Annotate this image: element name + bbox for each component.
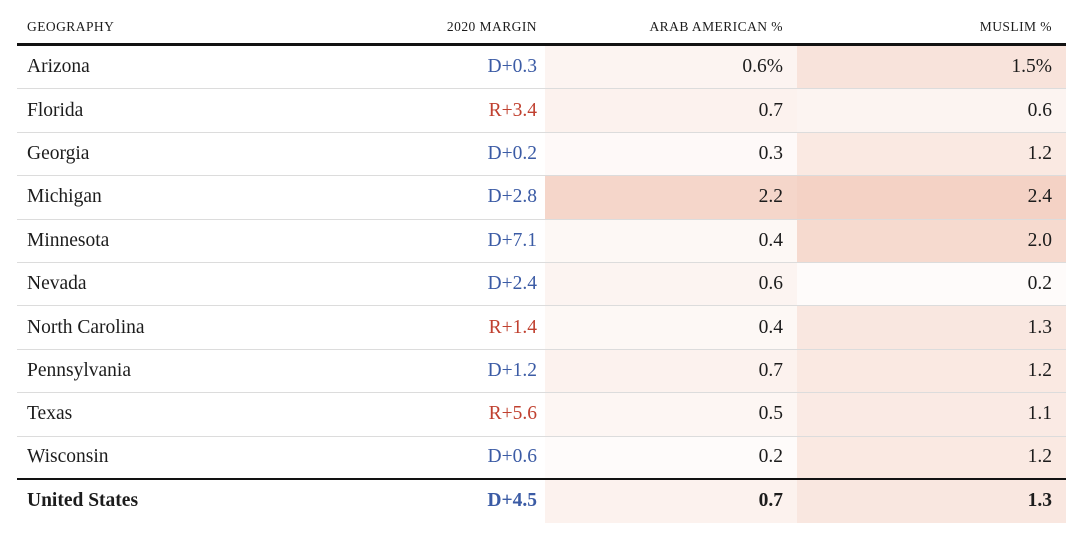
table-row-wisconsin: Wisconsin D+0.6 0.2 1.2 [17, 436, 1066, 480]
muslim-cell: 2.0 [797, 219, 1066, 262]
margin-cell: R+1.4 [488, 316, 537, 338]
table-row-minnesota: Minnesota D+7.1 0.4 2.0 [17, 219, 1066, 263]
geography-cell: Georgia [27, 142, 90, 164]
arab-american-cell: 0.7 [545, 89, 797, 132]
geography-cell: Michigan [27, 186, 102, 208]
margin-cell: R+5.6 [488, 403, 537, 425]
table-row-arizona: Arizona D+0.3 0.6% 1.5% [17, 46, 1066, 90]
muslim-cell: 1.5% [797, 46, 1066, 89]
arab-american-cell: 0.4 [545, 306, 797, 349]
table-row-michigan: Michigan D+2.8 2.2 2.4 [17, 176, 1066, 220]
arab-american-cell: 0.6 [545, 262, 797, 306]
column-header-geography: GEOGRAPHY [27, 19, 115, 34]
column-header-muslim: MUSLIM % [979, 19, 1052, 34]
geography-cell: Pennsylvania [27, 359, 131, 381]
geography-cell: United States [27, 490, 139, 512]
muslim-cell: 1.3 [797, 479, 1066, 523]
margin-cell: D+0.3 [487, 56, 537, 78]
arab-american-cell: 0.3 [545, 132, 797, 176]
muslim-cell: 1.2 [797, 436, 1066, 478]
margin-cell: D+0.2 [487, 142, 537, 164]
geography-cell: Arizona [27, 56, 90, 78]
arab-american-cell: 0.2 [545, 436, 797, 478]
table-row-united-states: United States D+4.5 0.7 1.3 [17, 479, 1066, 523]
muslim-cell: 1.3 [797, 306, 1066, 349]
geography-cell: Texas [27, 403, 73, 425]
table-row-nevada: Nevada D+2.4 0.6 0.2 [17, 262, 1066, 307]
arab-american-cell: 0.4 [545, 219, 797, 262]
margin-cell: D+0.6 [487, 446, 537, 468]
muslim-cell: 1.2 [797, 132, 1066, 176]
table-body: Arizona D+0.3 0.6% 1.5% Florida R+3.4 0.7 0.6 Ge… [17, 46, 1066, 523]
table-row-texas: Texas R+5.6 0.5 1.1 [17, 393, 1066, 437]
arab-american-cell: 2.2 [545, 176, 797, 219]
margin-cell: D+1.2 [487, 359, 537, 381]
margin-cell: R+3.4 [488, 99, 537, 121]
muslim-cell: 2.4 [797, 176, 1066, 219]
demographics-table: GEOGRAPHY 2020 MARGIN ARAB AMERICAN % MU… [17, 0, 1066, 523]
column-header-arab-american: ARAB AMERICAN % [649, 19, 783, 34]
table-row-pennsylvania: Pennsylvania D+1.2 0.7 1.2 [17, 349, 1066, 394]
margin-cell: D+4.5 [487, 490, 537, 512]
muslim-cell: 0.6 [797, 89, 1066, 132]
geography-cell: Florida [27, 99, 84, 121]
table-row-florida: Florida R+3.4 0.7 0.6 [17, 89, 1066, 133]
margin-cell: D+2.8 [487, 186, 537, 208]
margin-cell: D+7.1 [487, 229, 537, 251]
geography-cell: Nevada [27, 273, 87, 295]
geography-cell: North Carolina [27, 316, 145, 338]
table-row-georgia: Georgia D+0.2 0.3 1.2 [17, 132, 1066, 177]
margin-cell: D+2.4 [487, 273, 537, 295]
table-row-north-carolina: North Carolina R+1.4 0.4 1.3 [17, 306, 1066, 350]
column-header-2020-margin: 2020 MARGIN [446, 19, 537, 34]
arab-american-cell: 0.5 [545, 393, 797, 436]
arab-american-cell: 0.6% [545, 46, 797, 89]
geography-cell: Minnesota [27, 229, 110, 251]
arab-american-cell: 0.7 [545, 479, 797, 523]
arab-american-cell: 0.7 [545, 349, 797, 393]
geography-cell: Wisconsin [27, 446, 109, 468]
muslim-cell: 1.1 [797, 393, 1066, 436]
muslim-cell: 0.2 [797, 262, 1066, 306]
table-header-row: GEOGRAPHY 2020 MARGIN ARAB AMERICAN % MU… [17, 0, 1066, 46]
muslim-cell: 1.2 [797, 349, 1066, 393]
